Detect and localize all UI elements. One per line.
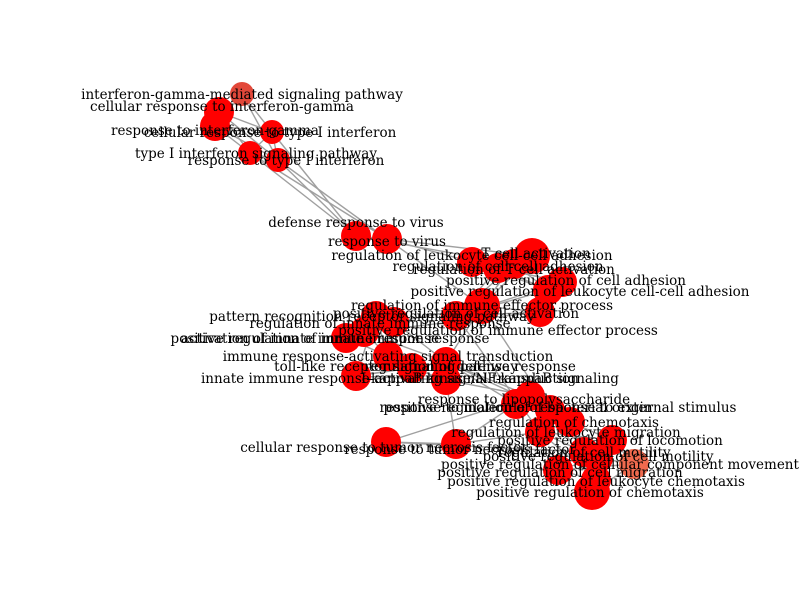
node-label-n5: type I interferon signaling pathway [135, 146, 377, 162]
node-label-n34: response to tumor necrosis factor [344, 442, 576, 458]
node-label-n25: innate immune response-activating signal… [201, 371, 579, 387]
node-n7 [341, 221, 371, 251]
network-labels: interferon-gamma-mediated signaling path… [81, 87, 799, 501]
node-n31 [525, 417, 555, 447]
node-n3 [200, 111, 230, 141]
node-n37 [543, 455, 573, 485]
node-n17 [525, 297, 555, 327]
node-n33 [371, 427, 401, 457]
edge-n33-n35 [385, 441, 585, 453]
node-n19 [379, 307, 409, 337]
node-label-n15: regulation of immune effector process [351, 298, 613, 314]
edge-n8-n15 [386, 238, 483, 307]
node-label-n30: regulation of chemotaxis [489, 415, 659, 431]
node-n36 [583, 443, 613, 473]
node-label-n37: positive regulation of cell migration [437, 465, 683, 481]
node-label-n21: positive regulation of innate immune res… [171, 331, 490, 347]
node-label-n28: response to molecule of bacterial origin [379, 400, 652, 416]
node-label-n26: I-kappaB kinase/NF-kappaB signaling [361, 371, 619, 387]
node-label-n38: positive regulation of cellular componen… [441, 457, 799, 473]
node-n30 [555, 407, 585, 437]
node-n34 [441, 429, 471, 459]
node-label-n11: regulation of cell-cell adhesion [392, 259, 603, 275]
node-n5 [238, 141, 262, 165]
node-label-n16: positive regulation of cell activation [333, 306, 579, 322]
edge-n4-n7 [271, 131, 357, 237]
node-label-n24: regulation of defense response [364, 359, 576, 375]
node-label-n14: positive regulation of leukocyte cell-ce… [411, 284, 750, 300]
edge-n1-n6 [241, 93, 279, 161]
node-label-n39: positive regulation of leukocyte chemota… [447, 474, 745, 490]
node-n15 [464, 288, 500, 324]
node-label-n7: defense response to virus [268, 215, 443, 231]
node-label-n4: cellular response to type I interferon [144, 125, 397, 141]
node-label-n33: cellular response to tumor necrosis fact… [240, 440, 528, 456]
node-n21 [349, 317, 379, 347]
node-n38 [619, 449, 649, 479]
node-label-n17: positive regulation of immune effector p… [338, 323, 658, 339]
node-label-n3: response to interferon-gamma [111, 123, 319, 139]
node-label-n19: regulation of innate immune response [249, 316, 510, 332]
node-n1 [230, 82, 254, 106]
node-n8 [372, 224, 402, 254]
node-label-n29: positive regulation of response to exter… [384, 400, 737, 416]
node-label-n40: positive regulation of chemotaxis [476, 485, 704, 501]
node-label-n22: immune response-activating signal transd… [223, 349, 554, 365]
node-label-n12: regulation of T cell activation [413, 262, 615, 278]
node-label-n23: toll-like receptor signaling pathway [274, 359, 518, 375]
node-label-n9: T cell activation [481, 246, 591, 262]
node-n23 [397, 353, 427, 383]
node-label-n1: interferon-gamma-mediated signaling path… [81, 87, 403, 103]
node-label-n36: positive regulation of cell motility [483, 449, 714, 465]
node-label-n35: regulation of cell motility [497, 445, 671, 461]
node-label-n6: response to type I interferon [188, 153, 385, 169]
edge-n5-n7 [249, 152, 357, 237]
node-label-n13: positive regulation of cell adhesion [446, 273, 686, 289]
node-n26 [431, 365, 461, 395]
node-n12 [499, 249, 529, 279]
edge-n6-n7 [277, 159, 357, 237]
node-n22 [373, 341, 403, 371]
node-label-n32: positive regulation of locomotion [497, 433, 723, 449]
node-label-n2: cellular response to interferon-gamma [90, 99, 354, 115]
node-n25 [341, 361, 371, 391]
node-label-n10: regulation of leukocyte cell-cell adhesi… [331, 248, 613, 264]
network-nodes [200, 82, 649, 510]
node-label-n20: activation of innate immune response [181, 331, 439, 347]
node-n40 [574, 474, 610, 510]
node-n16 [441, 301, 471, 331]
node-n4 [260, 120, 284, 144]
node-label-n31: regulation of leukocyte migration [451, 425, 681, 441]
node-label-n27: response to lipopolysaccharide [418, 392, 630, 408]
node-n28 [501, 389, 531, 419]
node-label-n18: pattern recognition receptor signaling p… [209, 309, 535, 325]
edge-n6-n8 [277, 159, 388, 240]
node-label-n8: response to virus [328, 234, 446, 250]
node-n10 [457, 247, 487, 277]
node-n6 [266, 148, 290, 172]
